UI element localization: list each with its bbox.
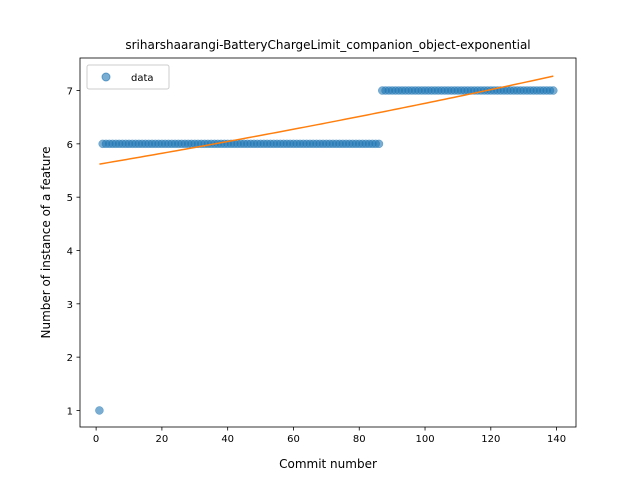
x-tick-label: 20: [156, 434, 169, 445]
x-axis-label: Commit number: [279, 457, 377, 471]
x-tick-label: 40: [221, 434, 234, 445]
y-tick-label: 6: [67, 140, 73, 151]
y-axis: 1 2 3 4 5 6 7: [67, 87, 80, 417]
fit-line: [99, 75, 554, 165]
y-tick-label: 4: [67, 246, 73, 257]
y-tick-label: 2: [67, 353, 73, 364]
x-axis: 0 20 40 60 80 100 120 140: [93, 427, 566, 445]
x-tick-label: 0: [93, 434, 99, 445]
legend-label: data: [131, 73, 154, 84]
x-tick-label: 100: [415, 434, 434, 445]
x-tick-label: 60: [287, 434, 300, 445]
legend-marker: [101, 72, 111, 82]
y-tick-label: 5: [67, 193, 73, 204]
data-point: [95, 406, 104, 415]
legend-box: [86, 64, 170, 90]
x-tick-label: 80: [353, 434, 366, 445]
axes-frame: [79, 57, 577, 428]
data-point: [374, 139, 384, 149]
plot-area: [79, 57, 577, 428]
x-tick-label: 140: [547, 434, 566, 445]
y-axis-label: Number of instance of a feature: [39, 147, 53, 339]
data-point: [549, 86, 558, 95]
y-tick-label: 3: [67, 300, 73, 311]
chart-title: sriharshaarangi-BatteryChargeLimit_compa…: [125, 38, 530, 52]
legend: data: [86, 64, 170, 90]
x-tick-label: 120: [481, 434, 500, 445]
y-tick-label: 1: [67, 406, 73, 417]
y-tick-label: 7: [67, 87, 73, 98]
